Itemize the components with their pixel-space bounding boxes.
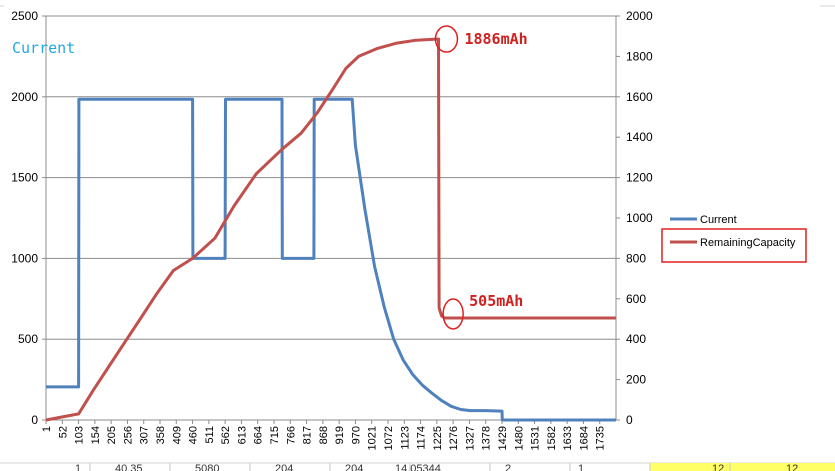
x-tick-label: 1174: [416, 426, 428, 450]
right-tick-label: 1800: [626, 49, 653, 63]
annotation-peak: 1886mAh: [464, 30, 527, 48]
sheet-cell[interactable]: 14.05344: [395, 463, 441, 471]
x-tick-label: 52: [57, 426, 69, 438]
legend-highlight-box: [661, 228, 807, 263]
x-tick-label: 1021: [367, 426, 379, 450]
x-tick-label: 715: [269, 426, 281, 444]
x-tick-label: 154: [90, 426, 102, 444]
x-tick-label: 766: [285, 426, 297, 444]
series-lines: [45, 37, 616, 422]
series-line-remainingcapacity: [45, 37, 616, 422]
sheet-cell[interactable]: 12: [786, 463, 798, 471]
gridlines: [46, 15, 616, 421]
x-tick-label: 1225: [432, 426, 444, 450]
annotation-circle-peak: [434, 25, 459, 53]
x-tick-label: 358: [155, 426, 167, 444]
right-tick-label: 200: [626, 373, 646, 387]
x-tick-label: 1276: [448, 426, 460, 450]
x-tick-label: 1735: [595, 426, 607, 450]
x-tick-label: 1327: [464, 426, 476, 450]
chart-labels: Current 1886mAh 505mAh: [12, 25, 528, 330]
x-tick-label: 103: [74, 426, 86, 444]
chart: 0500100015002000250002004006008001000120…: [11, 9, 807, 450]
legend-label-current: Current: [700, 214, 737, 226]
right-tick-label: 800: [626, 251, 646, 265]
right-tick-label: 1200: [626, 171, 653, 185]
sheet-cell[interactable]: 5080: [195, 463, 219, 471]
x-tick-label: 1429: [497, 426, 509, 450]
left-tick-label: 2500: [11, 9, 38, 23]
right-tick-label: 0: [626, 413, 633, 427]
sheet-cell[interactable]: 204: [345, 463, 363, 471]
x-tick-label: 460: [188, 426, 200, 444]
x-tick-label: 1: [41, 426, 53, 432]
sheet-cell[interactable]: 2: [505, 463, 511, 471]
x-tick-label: 1531: [530, 426, 542, 450]
sheet-cell[interactable]: 40.35: [115, 463, 143, 471]
sheet-cell[interactable]: 1: [75, 463, 81, 471]
x-tick-label: 511: [204, 426, 216, 444]
left-tick-label: 1500: [11, 171, 38, 185]
x-tick-label: 970: [350, 426, 362, 444]
x-tick-label: 613: [236, 426, 248, 444]
right-tick-label: 600: [626, 292, 646, 306]
x-tick-label: 664: [253, 426, 265, 444]
x-tick-label: 205: [106, 426, 118, 444]
series-line-current: [46, 97, 616, 422]
highlighted-cell: [650, 463, 835, 471]
chart-label-current: Current: [12, 39, 75, 57]
right-tick-label: 1400: [626, 130, 653, 144]
right-tick-label: 1600: [626, 90, 653, 104]
x-tick-label: 868: [318, 426, 330, 444]
sheet-cell[interactable]: 204: [275, 463, 293, 471]
x-tick-label: 1072: [383, 426, 395, 450]
x-tick-label: 817: [302, 426, 314, 444]
x-tick-label: 1378: [481, 426, 493, 450]
right-tick-label: 1000: [626, 211, 653, 225]
x-tick-label: 919: [334, 426, 346, 444]
left-tick-label: 0: [31, 413, 38, 427]
x-tick-label: 307: [139, 426, 151, 444]
x-tick-label: 1633: [562, 426, 574, 450]
x-tick-label: 562: [220, 426, 232, 444]
annotation-end: 505mAh: [469, 292, 523, 310]
right-tick-label: 400: [626, 332, 646, 346]
sheet-cell[interactable]: 12: [712, 463, 724, 471]
x-tick-label: 1684: [578, 426, 590, 450]
left-tick-label: 1000: [11, 251, 38, 265]
legend[interactable]: Current RemainingCapacity: [661, 214, 807, 263]
x-tick-label: 1582: [546, 426, 558, 450]
chart-area[interactable]: 0 500 1000 1500 2000 2500 0 200 400 600 800 1000 120…: [4, 2, 820, 461]
x-tick-label: 409: [171, 426, 183, 444]
axes: 0500100015002000250002004006008001000120…: [11, 9, 653, 450]
x-tick-label: 1480: [513, 426, 525, 450]
legend-label-remaining-capacity: RemainingCapacity: [700, 237, 796, 249]
annotation-circle-end: [442, 298, 464, 330]
x-tick-label: 1123: [399, 426, 411, 450]
left-tick-label: 500: [18, 332, 38, 346]
right-tick-label: 2000: [626, 9, 653, 23]
left-tick-label: 2000: [11, 90, 38, 104]
sheet-cell[interactable]: 1: [578, 463, 584, 471]
x-tick-label: 256: [122, 426, 134, 444]
